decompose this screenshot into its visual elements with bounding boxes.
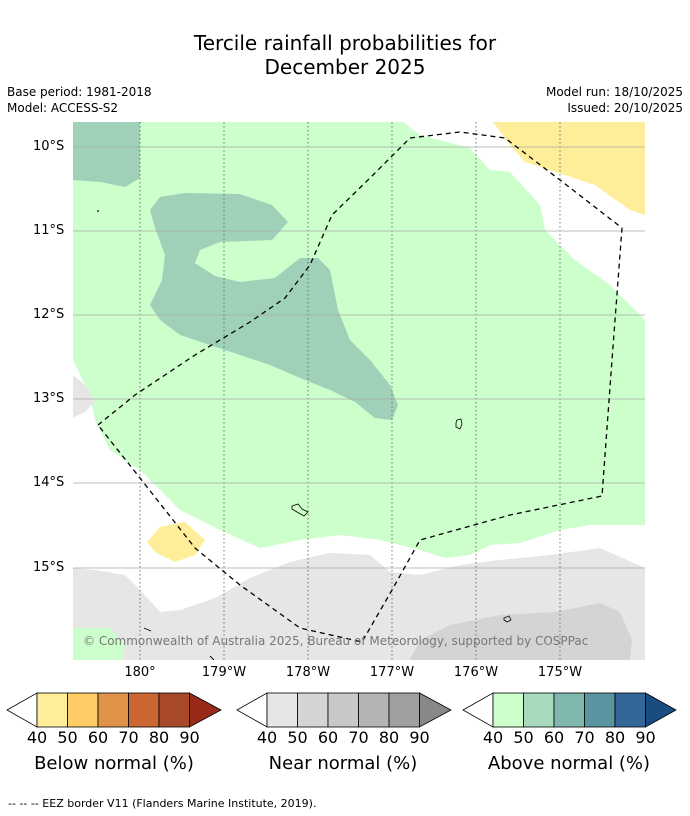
colorbar-cell [614, 692, 646, 728]
colorbar-tick-label: 40 [482, 728, 504, 747]
colorbar-cell [358, 692, 390, 728]
island-outline-south [503, 615, 512, 623]
lon-label-180: 180° [124, 665, 156, 680]
map-title-line-2: December 2025 [264, 55, 426, 79]
colorbar-tick-label: 70 [348, 728, 369, 747]
colorbar-tick-label: 90 [635, 728, 656, 747]
colorbar-tick-label: 40 [26, 728, 48, 747]
colorbar-over-extension [645, 692, 677, 728]
model-run-date: Model run: 18/10/2025 [545, 85, 683, 99]
colorbar-under-extension [236, 692, 268, 728]
lat-label-14s: 14°S [33, 475, 65, 490]
legend-label-above-normal: Above normal (%) [487, 753, 651, 774]
map-plot-area: © Commonwealth of Australia 2025, Bureau… [73, 122, 645, 660]
lon-label-175w: 175°W [537, 665, 583, 680]
colorbar-under-extension [6, 692, 38, 728]
lon-label-177w: 177°W [369, 665, 415, 680]
lon-label-179w: 179°W [201, 665, 247, 680]
above-normal-50-region-central [150, 193, 398, 420]
base-period: Base period: 1981-2018 [7, 85, 152, 99]
colorbar-cell [523, 692, 555, 728]
model-name: Model: ACCESS-S2 [7, 101, 119, 115]
colorbar-cell [97, 692, 129, 728]
island-mark-southwest [143, 627, 152, 632]
colorbar-near-normal [236, 692, 452, 728]
eez-footnote: -- -- -- EEZ border V11 (Flanders Marine… [8, 797, 317, 810]
colorbar-cell [327, 692, 359, 728]
colorbar-cell [553, 692, 585, 728]
colorbar-cell [584, 692, 616, 728]
colorbar-tick-label: 80 [378, 728, 400, 747]
colorbar-over-extension [189, 692, 222, 728]
lat-label-12s: 12°S [33, 307, 65, 322]
colorbar-tick-label: 90 [179, 728, 200, 747]
colorbar-cell [297, 692, 329, 728]
lon-label-178w: 178°W [285, 665, 331, 680]
colorbar-tick-label: 60 [87, 728, 109, 747]
colorbar-cell [492, 692, 524, 728]
colorbar-tick-label: 50 [57, 728, 78, 747]
colorbar-tick-label: 90 [409, 728, 430, 747]
colorbar-tick-label: 80 [604, 728, 626, 747]
lat-label-13s: 13°S [33, 391, 65, 406]
colorbar-tick-label: 80 [148, 728, 170, 747]
colorbar-tick-label: 50 [287, 728, 308, 747]
island-outline-wallis [291, 503, 309, 517]
near-normal-40-region-west [73, 375, 95, 418]
below-normal-40-region-northeast [493, 122, 645, 215]
island-mark-bottom [209, 655, 215, 660]
below-normal-40-region-southwest [147, 522, 205, 562]
colorbar-cell [266, 692, 298, 728]
map-title-line-1: Tercile rainfall probabilities for [193, 31, 497, 55]
colorbar-cell [36, 692, 68, 728]
colorbar-under-extension [462, 692, 494, 728]
eez-border [97, 131, 623, 643]
colorbar-tick-label: 40 [256, 728, 278, 747]
above-normal-40-region-southwest-patch [73, 628, 125, 660]
colorbar-tick-label: 50 [513, 728, 534, 747]
colorbar-tick-label: 70 [118, 728, 139, 747]
legend-label-near-normal: Near normal (%) [268, 753, 418, 774]
island-outline-east [455, 418, 463, 430]
colorbar-tick-label: 60 [543, 728, 565, 747]
colorbar-tick-label: 60 [317, 728, 339, 747]
above-normal-50-region-north [73, 122, 140, 187]
colorbar-over-extension [419, 692, 452, 728]
lat-label-15s: 15°S [33, 560, 65, 575]
lat-label-10s: 10°S [33, 139, 65, 154]
island-dot [97, 210, 99, 212]
legend-label-below-normal: Below normal (%) [34, 753, 194, 774]
issued-date: Issued: 20/10/2025 [567, 101, 683, 115]
map-figure: © Commonwealth of Australia 2025, Bureau… [73, 122, 645, 660]
colorbar-cell [128, 692, 160, 728]
lat-label-11s: 11°S [33, 223, 65, 238]
near-normal-50-region [410, 603, 632, 660]
colorbar-tick-label: 70 [574, 728, 595, 747]
lon-label-176w: 176°W [453, 665, 499, 680]
colorbar-cell [67, 692, 99, 728]
colorbar-below-normal [6, 692, 222, 728]
parallel-gridlines [73, 146, 645, 569]
colorbar-cell [388, 692, 420, 728]
colorbar-above-normal [462, 692, 677, 728]
copyright-text: © Commonwealth of Australia 2025, Bureau… [83, 634, 588, 648]
colorbar-cell [158, 692, 190, 728]
